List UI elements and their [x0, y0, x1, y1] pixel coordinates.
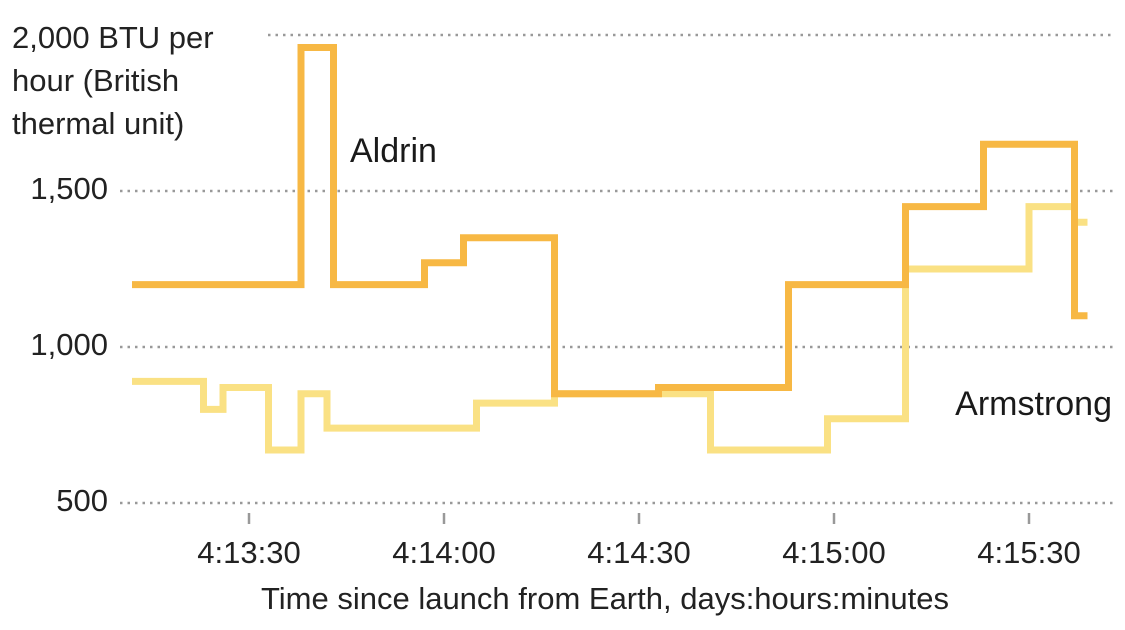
x-tick-label: 4:15:30 — [977, 535, 1080, 570]
x-axis-label: Time since launch from Earth, days:hours… — [261, 581, 949, 616]
series-label: Aldrin — [350, 132, 437, 170]
y-tick-label: 1,500 — [30, 171, 108, 206]
y-tick-label: 500 — [56, 483, 108, 518]
y-tick-label: 2,000 BTU per hour (British thermal unit… — [12, 20, 214, 141]
y-tick-label: 1,000 — [30, 327, 108, 362]
x-tick-label: 4:13:30 — [197, 535, 300, 570]
series-label: Armstrong — [955, 385, 1112, 423]
series-line — [132, 43, 1088, 398]
series-line — [132, 203, 1088, 454]
x-tick-label: 4:15:00 — [782, 535, 885, 570]
x-tick-label: 4:14:30 — [587, 535, 690, 570]
x-tick-label: 4:14:00 — [392, 535, 495, 570]
